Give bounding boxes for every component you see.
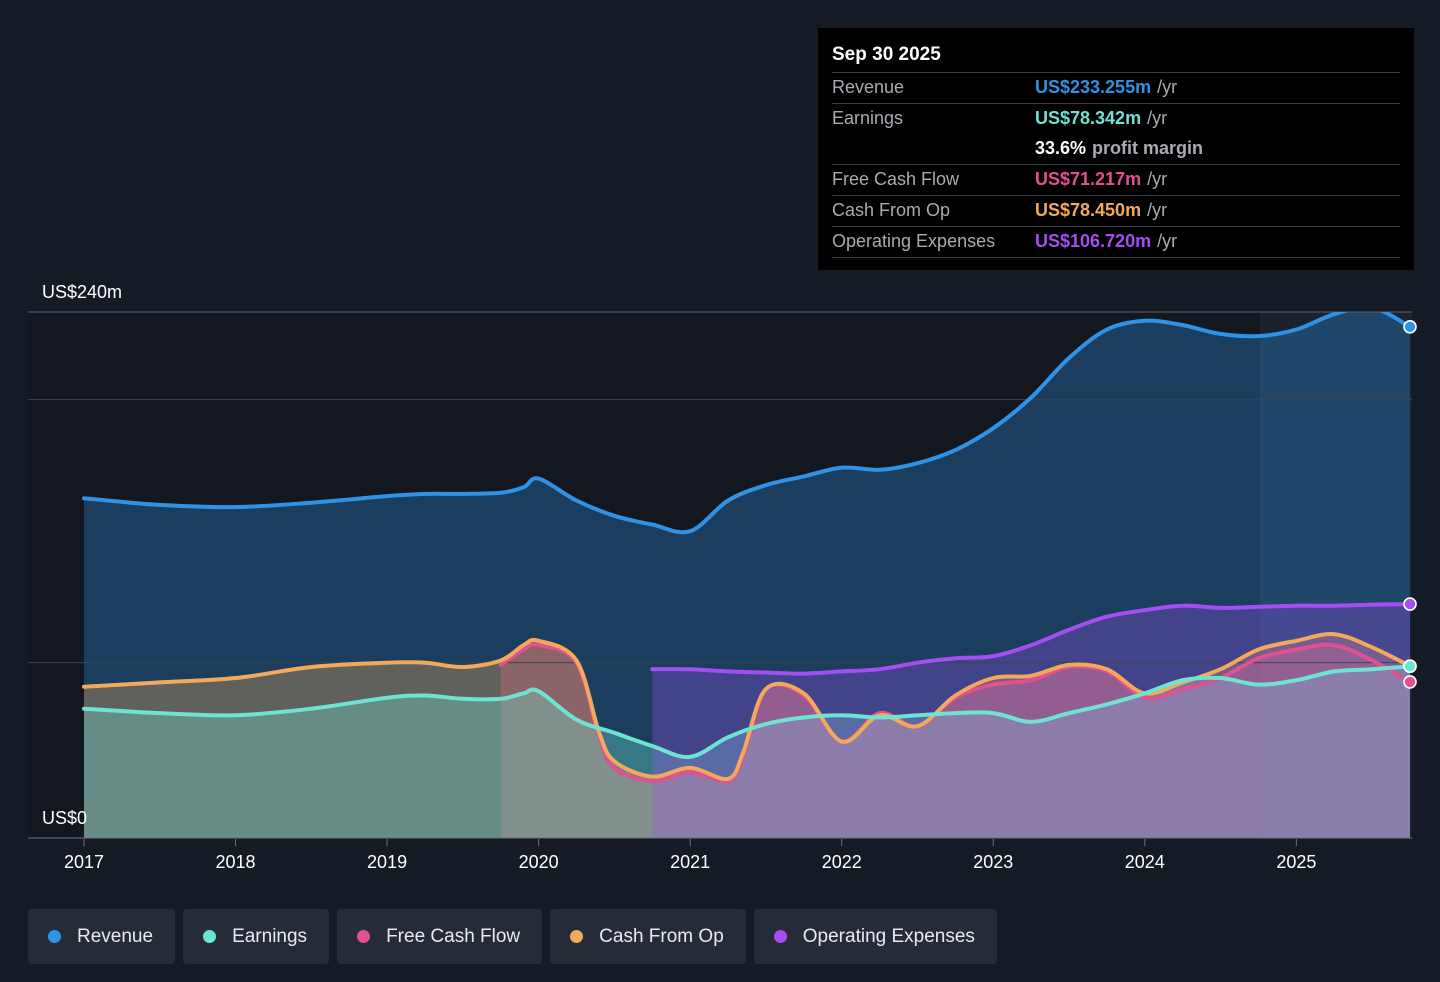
operating-expenses-dot-icon [773, 930, 787, 943]
tooltip-label [832, 134, 1035, 164]
tooltip-row-earnings: Earnings US$78.342m /yr [832, 103, 1400, 134]
data-tooltip: Sep 30 2025 Revenue US$233.255m /yr Earn… [818, 28, 1414, 270]
tooltip-value: 33.6% [1035, 138, 1087, 158]
tooltip-value: US$233.255m [1035, 77, 1152, 97]
revenue-dot-icon [48, 930, 61, 943]
x-tick-label: 2017 [64, 852, 104, 872]
tooltip-row-profit-margin: 33.6% profit margin [832, 134, 1400, 164]
tooltip-unit: /yr [1147, 200, 1168, 220]
x-tick-label: 2024 [1125, 852, 1165, 872]
cash-from-op-dot-icon [570, 930, 584, 943]
revenue-endpoint [1403, 319, 1417, 334]
earnings-dot-icon [203, 930, 217, 943]
tooltip-value: US$78.450m [1035, 200, 1142, 220]
tooltip-unit: profit margin [1092, 138, 1204, 158]
legend-label: Revenue [77, 925, 154, 947]
legend-item-earnings[interactable]: Earnings [183, 909, 330, 964]
x-tick-label: 2020 [519, 852, 559, 872]
earnings-endpoint [1403, 659, 1417, 674]
tooltip-row-cash-from-op: Cash From Op US$78.450m /yr [832, 195, 1400, 226]
tooltip-label: Revenue [832, 77, 905, 97]
operating-expenses-endpoint [1403, 597, 1417, 611]
tooltip-unit: /yr [1147, 108, 1168, 128]
tooltip-value: US$71.217m [1035, 169, 1142, 189]
revenue-area [84, 312, 1410, 838]
tooltip-row-revenue: Revenue US$233.255m /yr [832, 72, 1400, 103]
legend-item-operating-expenses[interactable]: Operating Expenses [753, 909, 997, 964]
tooltip-value: US$78.342m [1035, 108, 1142, 128]
tooltip-row-operating-expenses: Operating Expenses US$106.720m /yr [832, 226, 1400, 258]
x-tick-label: 2023 [973, 852, 1013, 872]
legend-label: Free Cash Flow [386, 925, 521, 947]
free-cash-flow-dot-icon [357, 930, 371, 943]
legend-item-cash-from-op[interactable]: Cash From Op [550, 909, 746, 964]
legend-label: Cash From Op [599, 925, 724, 947]
x-tick-label: 2018 [216, 852, 256, 872]
tooltip-label: Cash From Op [832, 200, 951, 220]
tooltip-label: Free Cash Flow [832, 169, 960, 189]
earnings-area [84, 666, 1410, 838]
x-tick-label: 2019 [367, 852, 407, 872]
tooltip-value: US$106.720m [1035, 231, 1152, 251]
tooltip-label: Earnings [832, 108, 904, 128]
revenue-line [82, 312, 1412, 535]
legend-item-free-cash-flow[interactable]: Free Cash Flow [337, 909, 543, 964]
legend: Revenue Earnings Free Cash Flow Cash Fro… [28, 909, 997, 964]
tooltip-row-free-cash-flow: Free Cash Flow US$71.217m /yr [832, 164, 1400, 195]
cash-from-op-area [84, 634, 1410, 838]
tooltip-unit: /yr [1157, 77, 1178, 97]
x-tick-label: 2021 [670, 852, 710, 872]
tooltip-date: Sep 30 2025 [832, 44, 941, 65]
tooltip-unit: /yr [1147, 169, 1168, 189]
legend-label: Earnings [232, 925, 308, 947]
legend-label: Operating Expenses [802, 925, 975, 947]
chart-plot: 2017 2018 2019 2020 2021 2022 2023 2024 2025 [28, 311, 1417, 872]
tooltip-label: Operating Expenses [832, 231, 996, 251]
free-cash-flow-area [500, 644, 1410, 838]
free-cash-flow-endpoint [1403, 675, 1417, 689]
y-axis-bottom-label: US$0 [42, 808, 88, 828]
earnings-line [82, 664, 1412, 760]
x-tick-label: 2025 [1276, 852, 1316, 872]
legend-item-revenue[interactable]: Revenue [28, 909, 176, 964]
x-tick-label: 2022 [822, 852, 862, 872]
operating-expenses-line [650, 602, 1412, 676]
y-axis-top-label: US$240m [42, 282, 123, 302]
tooltip-unit: /yr [1157, 231, 1178, 251]
